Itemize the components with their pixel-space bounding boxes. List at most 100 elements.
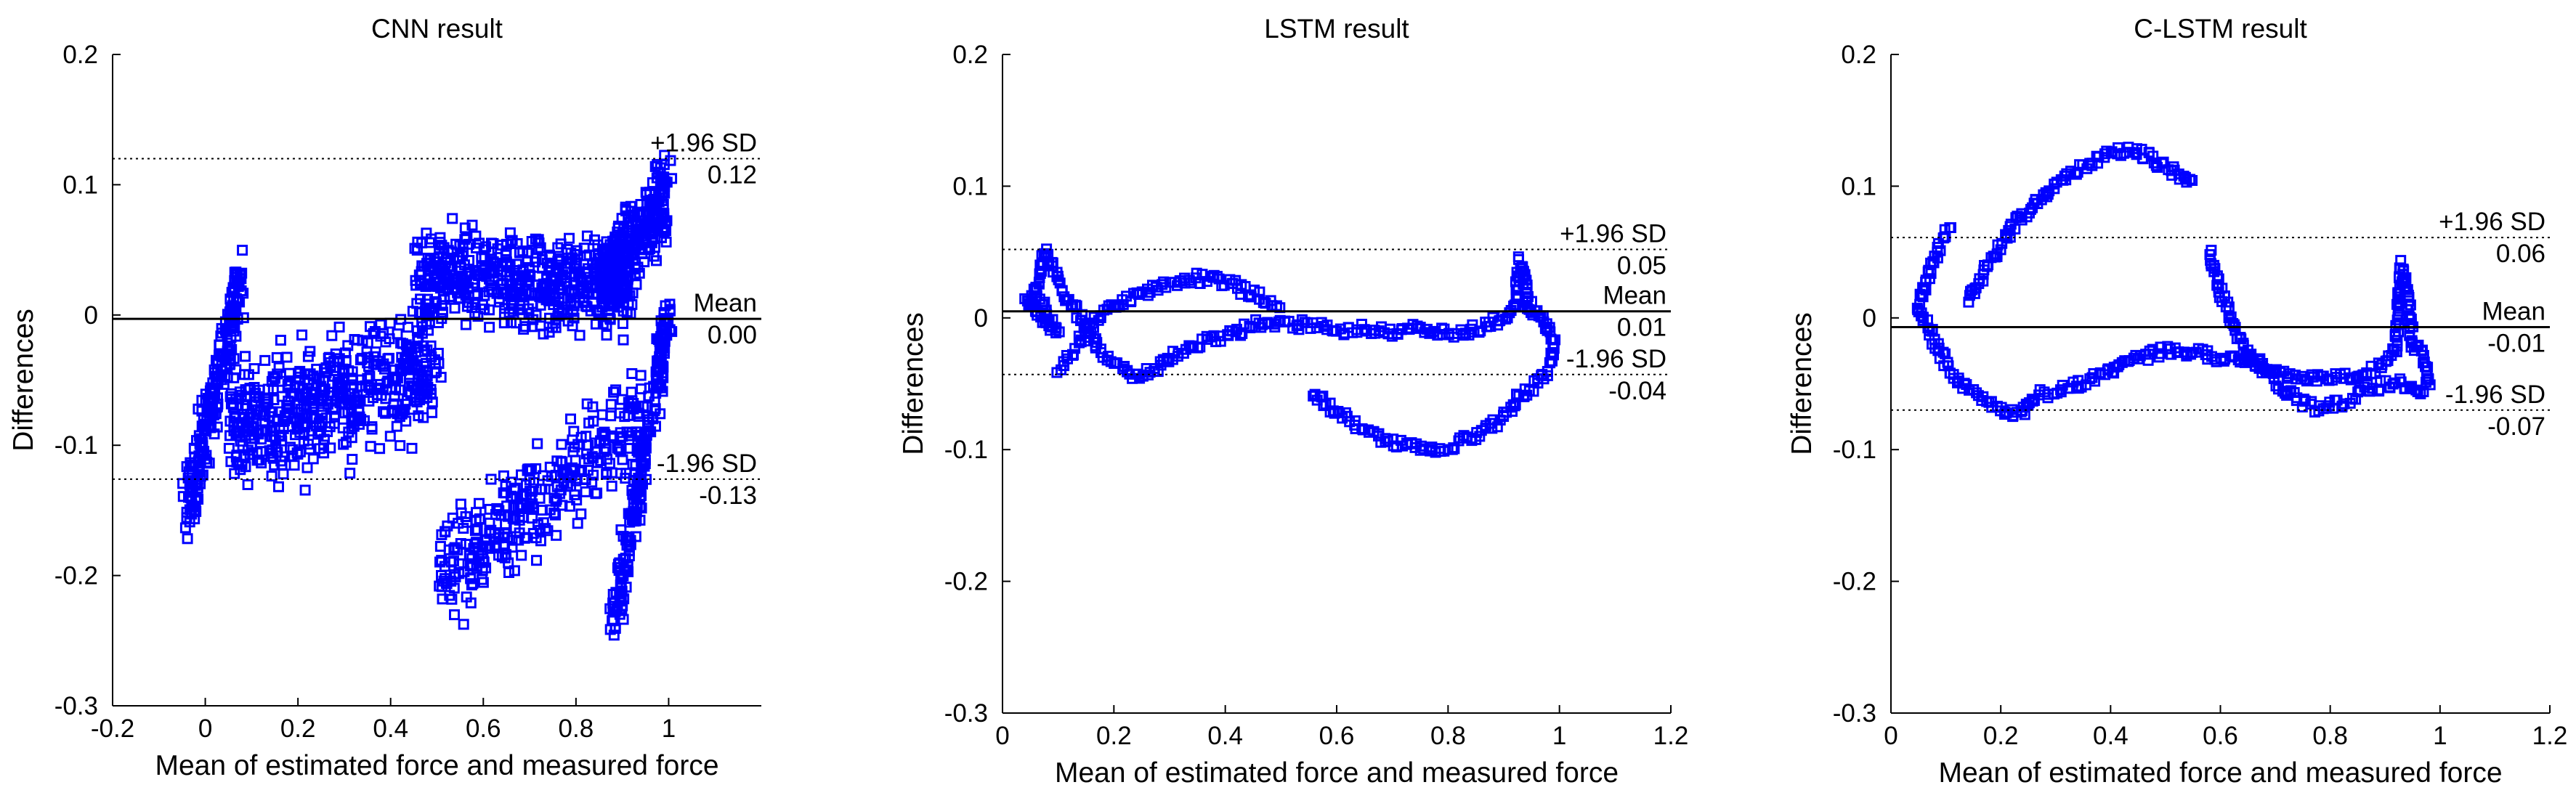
cnn-data-point	[498, 487, 509, 499]
cnn-data-point	[384, 317, 396, 329]
cnn-x-tick-label: 0.6	[466, 715, 501, 743]
cnn-data-point	[347, 454, 358, 465]
lstm-y-tick-label: -0.1	[944, 436, 988, 464]
cnn-data-point	[378, 361, 389, 373]
cnn-data-point	[284, 367, 295, 379]
cnn-x-tick-label: 0.8	[559, 715, 594, 743]
c-lstm-panel: -0.3 -0.2 -0.1 0 0.1 0.2 0 0.2 0.4 0.6 0.8 1 1.2 C-LS…	[1786, 14, 2567, 789]
cnn-data-point	[564, 500, 575, 512]
cnn-data-point	[509, 565, 520, 577]
cnn-data-point	[459, 222, 471, 234]
cnn-data-point	[657, 198, 669, 210]
cnn-data-point	[570, 455, 581, 466]
cnn-data-point	[599, 446, 610, 457]
c-lstm-data-point	[2187, 175, 2198, 186]
cnn-data-point	[281, 403, 293, 415]
c-lstm-lower-limit-line-value: -0.07	[2487, 412, 2545, 441]
cnn-data-point	[557, 465, 569, 477]
cnn-data-point	[238, 312, 249, 324]
cnn-x-tick-label: 0	[198, 715, 212, 743]
cnn-data-point	[643, 390, 655, 402]
cnn-data-point	[380, 407, 392, 419]
cnn-data-point	[461, 516, 473, 528]
cnn-data-point	[591, 487, 603, 499]
cnn-data-point	[442, 520, 453, 532]
lstm-data-point	[1473, 327, 1485, 338]
cnn-data-point	[259, 417, 271, 428]
cnn-data-point	[569, 489, 580, 500]
lstm-data-point	[1271, 300, 1282, 312]
cnn-data-point	[425, 340, 437, 351]
cnn-data-point	[551, 455, 563, 467]
cnn-data-point	[602, 453, 613, 465]
cnn-data-point	[254, 391, 265, 402]
cnn-data-point	[182, 533, 193, 545]
cnn-title: CNN result	[371, 14, 503, 44]
cnn-data-point	[211, 421, 223, 433]
cnn-data-point	[649, 396, 660, 407]
cnn-data-point	[583, 418, 595, 429]
c-lstm-x-tick-label: 1	[2433, 722, 2447, 750]
cnn-data-points	[177, 150, 678, 641]
cnn-y-tick-label: 0.2	[62, 41, 98, 69]
cnn-data-point	[237, 245, 248, 256]
cnn-data-point	[287, 444, 299, 455]
cnn-data-point	[411, 298, 423, 309]
cnn-data-point	[472, 311, 484, 322]
cnn-data-point	[346, 432, 357, 444]
cnn-data-point	[531, 555, 542, 566]
cnn-data-point	[225, 302, 237, 314]
cnn-panel: -0.3-0.2-0.100.10.2-0.2 0 0.2 0.4 0.6 0.8 1CNN…	[8, 14, 761, 781]
cnn-data-point	[409, 243, 421, 254]
cnn-data-point	[270, 434, 281, 446]
cnn-data-point	[285, 375, 296, 386]
cnn-data-point	[314, 373, 325, 385]
cnn-data-point	[503, 567, 514, 578]
cnn-data-point	[652, 372, 663, 383]
cnn-data-point	[457, 239, 469, 251]
lstm-x-axis-label: Mean of estimated force and measured for…	[1055, 757, 1619, 789]
cnn-data-point	[589, 437, 601, 449]
cnn-data-point	[457, 250, 468, 261]
lstm-data-point	[1215, 335, 1226, 347]
cnn-data-point	[447, 213, 458, 224]
lstm-data-point	[1056, 285, 1068, 296]
cnn-data-point	[203, 457, 215, 469]
c-lstm-mean-line-value: -0.01	[2487, 329, 2545, 357]
cnn-data-point	[288, 413, 299, 425]
cnn-data-point	[413, 269, 425, 281]
cnn-data-point	[302, 351, 314, 362]
cnn-data-point	[185, 492, 196, 503]
cnn-data-point	[516, 550, 527, 561]
c-lstm-data-point	[2156, 158, 2168, 169]
cnn-data-point	[378, 406, 389, 418]
cnn-data-point	[424, 237, 435, 248]
cnn-data-point	[616, 585, 628, 597]
c-lstm-y-tick-label: 0.1	[1841, 172, 1876, 200]
cnn-data-point	[617, 614, 629, 625]
cnn-mean-line-value: 0.00	[708, 321, 757, 349]
cnn-data-point	[314, 421, 325, 432]
lstm-x-tick-label: 0.4	[1207, 722, 1243, 750]
cnn-data-point	[526, 463, 537, 475]
lstm-data-point	[1273, 316, 1284, 327]
cnn-data-point	[337, 422, 349, 433]
c-lstm-data-point	[2391, 346, 2402, 357]
lstm-data-point	[1528, 375, 1540, 386]
cnn-data-point	[363, 395, 375, 407]
cnn-data-point	[196, 420, 208, 432]
cnn-data-point	[652, 166, 664, 178]
cnn-data-point	[501, 238, 512, 250]
lstm-data-point	[1520, 296, 1532, 308]
cnn-data-point	[537, 505, 548, 516]
cnn-data-point	[647, 411, 658, 423]
cnn-data-point	[181, 461, 193, 473]
cnn-data-point	[532, 280, 543, 291]
c-lstm-data-point	[2116, 357, 2128, 368]
cnn-data-point	[474, 513, 486, 524]
cnn-data-point	[493, 532, 504, 544]
lstm-data-point	[1511, 388, 1522, 400]
cnn-data-point	[197, 440, 208, 452]
cnn-data-point	[179, 522, 191, 534]
cnn-data-point	[333, 321, 345, 333]
